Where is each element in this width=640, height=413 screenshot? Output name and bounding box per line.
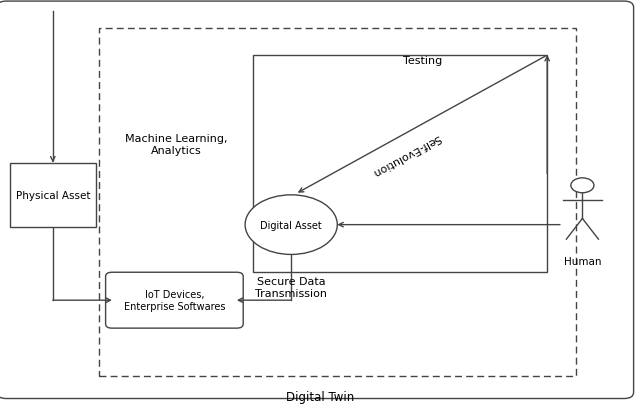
Circle shape: [245, 195, 337, 255]
Text: Self-Evolution: Self-Evolution: [371, 132, 442, 178]
Bar: [253, 56, 547, 273]
Text: Digital Asset: Digital Asset: [260, 220, 322, 230]
FancyBboxPatch shape: [106, 273, 243, 328]
Text: Machine Learning,
Analytics: Machine Learning, Analytics: [125, 134, 227, 155]
Text: Human: Human: [564, 256, 601, 266]
FancyBboxPatch shape: [0, 2, 634, 399]
Bar: [10, 163, 96, 227]
Text: Physical Asset: Physical Asset: [15, 190, 90, 200]
Text: IoT Devices,
Enterprise Softwares: IoT Devices, Enterprise Softwares: [124, 290, 225, 311]
Text: Digital Twin: Digital Twin: [286, 390, 354, 403]
Text: Testing: Testing: [403, 56, 442, 66]
Bar: [99, 29, 576, 376]
Circle shape: [571, 178, 594, 193]
Text: Secure Data
Transmission: Secure Data Transmission: [255, 276, 327, 298]
